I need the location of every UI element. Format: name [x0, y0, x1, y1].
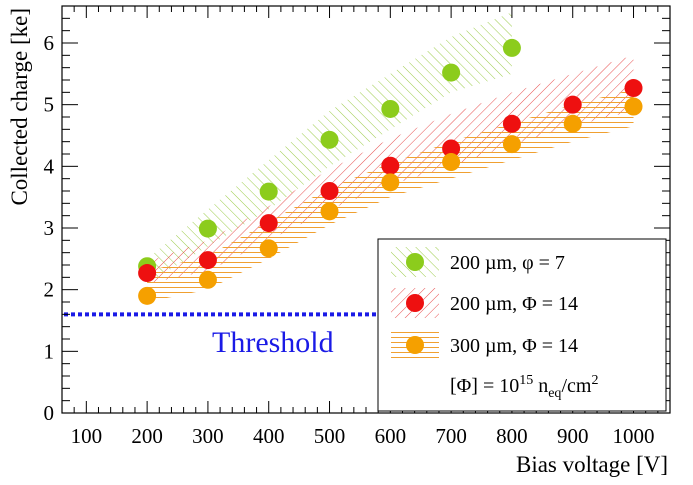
x-tick-label: 500 [314, 424, 346, 448]
x-tick-labels: 100 200 300 400 500 600 700 800 900 1000 [71, 424, 655, 448]
data-point-series-3 [563, 114, 582, 133]
note-mid: n [533, 375, 548, 397]
y-tick-label: 3 [44, 216, 55, 240]
x-tick-label: 300 [192, 424, 224, 448]
note-suffix: /cm [561, 375, 591, 397]
x-tick-label: 900 [557, 424, 589, 448]
data-point-series-1 [198, 219, 217, 238]
legend-marker-series-3 [406, 336, 424, 354]
data-point-series-3 [259, 239, 278, 258]
note-subscript: eq [548, 386, 561, 401]
legend-label-series-1: 200 µm, φ = 7 [450, 252, 565, 274]
data-point-series-3 [381, 173, 400, 192]
data-point-series-1 [320, 130, 339, 149]
note-exponent: 15 [519, 373, 533, 388]
data-point-series-2 [624, 79, 643, 98]
x-tick-label: 1000 [613, 424, 655, 448]
data-point-series-2 [198, 251, 217, 270]
data-point-series-3 [198, 270, 217, 289]
note-prefix: [Φ] = 10 [450, 375, 519, 397]
x-tick-label: 800 [496, 424, 528, 448]
x-tick-label: 700 [435, 424, 467, 448]
y-tick-label: 2 [44, 278, 55, 302]
data-point-series-2 [502, 114, 521, 133]
points-layer [138, 38, 643, 305]
x-tick-label: 400 [253, 424, 285, 448]
legend-marker-series-2 [406, 294, 424, 312]
data-point-series-1 [502, 38, 521, 57]
data-point-series-1 [381, 99, 400, 118]
note-square: 2 [591, 373, 598, 388]
data-point-series-3 [138, 286, 157, 305]
x-tick-label: 600 [375, 424, 407, 448]
data-point-series-2 [320, 182, 339, 200]
x-axis-title: Bias voltage [V] [516, 452, 668, 477]
data-point-series-2 [442, 139, 461, 158]
legend: 200 µm, φ = 7 200 µm, Φ = 14 300 µm, Φ =… [377, 238, 667, 412]
legend-label-series-3: 300 µm, Φ = 14 [450, 335, 578, 357]
threshold-label: Threshold [212, 326, 334, 359]
y-tick-label: 1 [44, 339, 55, 363]
y-tick-labels: 0 1 2 3 4 5 6 [44, 31, 55, 425]
data-point-series-3 [502, 135, 521, 154]
data-point-series-2 [381, 156, 400, 175]
data-point-series-3 [320, 202, 339, 221]
data-point-series-1 [442, 63, 461, 82]
y-tick-label: 6 [44, 31, 55, 55]
y-axis-title: Collected charge [ke] [7, 8, 32, 206]
y-tick-label: 0 [44, 401, 55, 425]
data-point-series-3 [442, 153, 461, 172]
data-point-series-2 [563, 95, 582, 114]
data-point-series-1 [259, 182, 278, 201]
legend-fluence-note: [Φ] = 1015 neq/cm2 [450, 373, 598, 401]
data-point-series-3 [624, 97, 643, 116]
legend-marker-series-1 [406, 253, 424, 271]
data-point-series-2 [259, 214, 278, 233]
y-tick-label: 4 [44, 154, 55, 178]
legend-label-series-2: 200 µm, Φ = 14 [450, 293, 578, 315]
data-point-series-2 [138, 264, 157, 283]
x-tick-label: 100 [71, 424, 103, 448]
x-tick-label: 200 [131, 424, 163, 448]
y-tick-label: 5 [44, 93, 55, 117]
